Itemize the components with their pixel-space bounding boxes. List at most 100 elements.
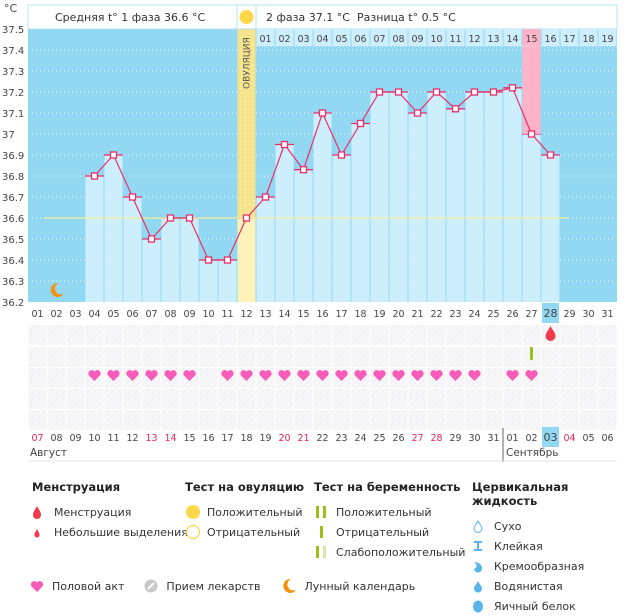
marker-cell <box>275 410 294 430</box>
marker-cell <box>579 368 598 388</box>
temperature-bar <box>294 169 313 302</box>
phase2-summary: 2 фаза 37.1 °C <box>266 11 350 24</box>
marker-cell <box>294 389 313 409</box>
phase2-day-cell <box>522 29 541 46</box>
y-axis-unit: °C <box>4 2 18 15</box>
legend-menstruation: Менструация Менструация Небольшие выделе… <box>32 480 188 542</box>
calendar-date: 16 <box>202 433 214 444</box>
legend-item: Кремообразная <box>472 556 626 576</box>
phase2-day-cell <box>579 29 598 46</box>
marker-cell <box>446 325 465 345</box>
marker-cell <box>256 410 275 430</box>
marker-cell <box>389 410 408 430</box>
phase2-day-cell <box>598 29 617 46</box>
temperature-bar <box>313 113 332 302</box>
marker-cell <box>560 410 579 430</box>
marker-cell <box>560 368 579 388</box>
marker-cell <box>237 347 256 367</box>
moon-icon <box>50 282 64 297</box>
marker-cell <box>142 389 161 409</box>
calendar-date: 11 <box>107 433 119 444</box>
cycle-day-label: 25 <box>487 309 499 320</box>
marker-cell <box>579 410 598 430</box>
y-tick-label: 37.3 <box>2 67 24 78</box>
watery-icon <box>472 579 494 593</box>
marker-cell <box>484 368 503 388</box>
legend-item: Менструация <box>32 502 188 522</box>
phase2-day-cell <box>370 29 389 46</box>
phase2-day-label: 01 <box>259 34 271 45</box>
heart-icon <box>392 370 405 381</box>
legend-item: Водянистая <box>472 576 626 596</box>
month-label-september: Сентябрь <box>506 447 558 459</box>
marker-cell <box>332 389 351 409</box>
marker-cell <box>560 347 579 367</box>
legend-ovulation-test: Тест на овуляцию Положительный Отрицател… <box>185 480 304 542</box>
marker-cell <box>237 325 256 345</box>
cycle-day-label: 15 <box>297 309 309 320</box>
today-cycle-day-box <box>542 303 559 323</box>
phase2-day-label: 19 <box>601 34 613 45</box>
marker-cell <box>28 389 47 409</box>
marker-cell <box>579 347 598 367</box>
marker-cell <box>85 347 104 367</box>
phase2-day-label: 04 <box>316 34 328 45</box>
calendar-date: 18 <box>240 433 252 444</box>
marker-cell <box>427 325 446 345</box>
legend-item: Слабоположительный <box>314 542 465 562</box>
temperature-bar <box>237 218 256 302</box>
calendar-date: 12 <box>126 433 138 444</box>
marker-cell <box>28 410 47 430</box>
temperature-point <box>299 166 308 174</box>
marker-cell <box>408 347 427 367</box>
calendar-date: 05 <box>582 433 594 444</box>
cycle-day-label: 24 <box>468 309 480 320</box>
y-tick-label: 36.3 <box>2 277 24 288</box>
phase2-day-label: 06 <box>354 34 366 45</box>
marker-cell <box>199 347 218 367</box>
temperature-bar <box>408 113 427 302</box>
calendar-date: 19 <box>259 433 271 444</box>
marker-cell <box>237 410 256 430</box>
temperature-point <box>413 109 422 117</box>
temperature-point <box>546 151 555 159</box>
marker-cell <box>484 389 503 409</box>
cycle-day-label: 19 <box>373 309 385 320</box>
phase2-day-cell <box>446 29 465 46</box>
phase2-day-label: 10 <box>430 34 442 45</box>
cycle-day-label: 30 <box>582 309 594 320</box>
calendar-date: 30 <box>468 433 480 444</box>
y-tick-label: 36.8 <box>2 172 24 183</box>
ovulation-label: ОВУЛЯЦИЯ <box>243 37 253 89</box>
marker-cell <box>598 389 617 409</box>
calendar-date: 08 <box>50 433 62 444</box>
phase2-day-cell <box>275 29 294 46</box>
marker-cell <box>199 410 218 430</box>
marker-cell <box>85 389 104 409</box>
phase2-day-label: 14 <box>506 34 518 45</box>
phase2-day-cell <box>389 29 408 46</box>
temperature-point <box>489 88 498 96</box>
temperature-point <box>508 84 517 92</box>
marker-cell <box>427 347 446 367</box>
marker-cell <box>370 389 389 409</box>
phase1-summary: Средняя t° 1 фаза 36.6 °C <box>55 11 205 24</box>
legend-title: Тест на беременность <box>314 480 461 494</box>
marker-cell <box>522 389 541 409</box>
temperature-point <box>470 88 479 96</box>
calendar-date: 07 <box>31 433 43 444</box>
marker-cell <box>104 410 123 430</box>
phase2-day-label: 16 <box>544 34 556 45</box>
y-tick-label: 37.1 <box>2 109 24 120</box>
temperature-bar <box>465 92 484 302</box>
temperature-bar <box>142 239 161 302</box>
marker-cell <box>465 410 484 430</box>
marker-cell <box>237 389 256 409</box>
temperature-point <box>185 214 194 222</box>
cycle-day-label: 01 <box>31 309 43 320</box>
y-tick-label: 37 <box>2 130 15 141</box>
marker-cell <box>47 410 66 430</box>
phase2-day-label: 13 <box>487 34 499 45</box>
temperature-point <box>261 193 270 201</box>
heart-icon <box>506 370 519 381</box>
